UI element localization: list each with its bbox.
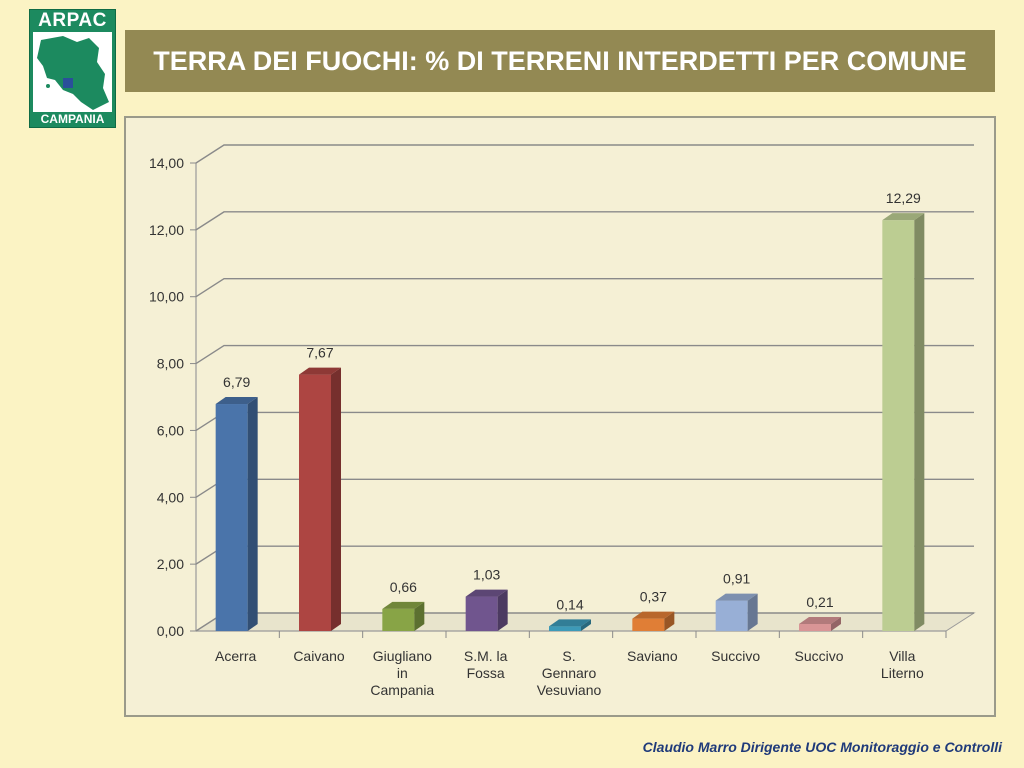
x-tick-label-line: Gennaro	[542, 665, 597, 681]
y-tick-label: 10,00	[149, 289, 184, 305]
data-label: 6,79	[223, 374, 250, 390]
bar-front	[715, 600, 748, 631]
bar-top	[882, 213, 925, 221]
bar-side	[247, 397, 258, 631]
footer-credit: Claudio Marro Dirigente UOC Monitoraggio…	[642, 739, 1002, 755]
bar-top	[799, 616, 841, 624]
y-tick-label: 12,00	[149, 222, 184, 238]
bar-front	[299, 374, 331, 631]
x-tick-label-line: Campania	[370, 682, 434, 698]
bar-front	[465, 596, 498, 631]
bar-top	[299, 367, 341, 375]
x-tick-label: Giugliano in Campania	[370, 648, 434, 698]
bar-chart: 0,00 2,00 4,00 6,00 8,00 10,00 12,00 14,00 6,79 A…	[149, 144, 976, 698]
logo-top-text: ARPAC	[38, 10, 107, 31]
arpac-logo: ARPAC CAMPANIA	[29, 9, 116, 128]
y-tick-label: 2,00	[157, 556, 184, 572]
data-label: 0,37	[640, 589, 667, 605]
gridline	[195, 278, 974, 298]
data-label: 0,66	[390, 579, 417, 595]
bar-8	[799, 616, 841, 631]
x-tick-label: Villa Literno	[881, 648, 924, 681]
campania-map-icon	[33, 32, 112, 112]
y-tick-label: 6,00	[157, 422, 184, 438]
bar-top	[382, 601, 425, 609]
bar-side	[914, 213, 925, 632]
x-tick-label: Caivano	[293, 648, 345, 664]
x-tick-label-line: Fossa	[467, 665, 505, 681]
y-tick-label: 0,00	[157, 623, 184, 639]
bar-side	[331, 367, 341, 631]
data-label: 12,29	[886, 190, 921, 206]
x-tick-label: Acerra	[215, 648, 256, 664]
chart-frame: 0,00 2,00 4,00 6,00 8,00 10,00 12,00 14,00 6,79 A…	[124, 116, 996, 717]
x-tick-label-line: Acerra	[215, 648, 256, 664]
bar-top	[465, 589, 508, 597]
x-tick-label: S.M. la Fossa	[464, 648, 508, 681]
bar-4	[465, 589, 508, 631]
data-label: 0,91	[723, 571, 750, 587]
page-title: TERRA DEI FUOCHI: % DI TERRENI INTERDETT…	[153, 45, 967, 76]
y-tick-label: 8,00	[157, 356, 184, 372]
bar-7	[715, 593, 758, 631]
bar-front	[215, 404, 248, 631]
bar-front	[549, 626, 581, 631]
y-tick-label: 14,00	[149, 155, 184, 171]
x-tick-label-line: Vesuviano	[537, 682, 602, 698]
title-bar: TERRA DEI FUOCHI: % DI TERRENI INTERDETT…	[125, 30, 995, 92]
bar-9	[882, 213, 925, 632]
x-tick-label-line: Succivo	[794, 648, 843, 664]
x-tick-label: Succivo	[794, 648, 843, 664]
x-tick-label-line: S.	[562, 648, 575, 664]
bar-front	[799, 623, 831, 631]
data-label: 1,03	[473, 567, 500, 583]
bar-top	[715, 593, 758, 601]
gridline	[195, 144, 974, 164]
bar-side	[497, 589, 508, 631]
bar-side	[664, 611, 675, 631]
bar-6	[632, 611, 675, 631]
y-tick-label: 4,00	[157, 489, 184, 505]
bar-side	[747, 593, 758, 631]
logo-bottom-text: CAMPANIA	[40, 112, 105, 126]
x-tick-label-line: Saviano	[627, 648, 678, 664]
bar-side	[414, 601, 425, 631]
x-tick-label-line: Caivano	[293, 648, 345, 664]
bar-1	[215, 397, 258, 631]
x-tick-label-line: Giugliano	[373, 648, 432, 664]
bar-3	[382, 601, 425, 631]
bar-front	[632, 618, 665, 631]
data-label: 7,67	[306, 345, 333, 361]
bar-side	[831, 616, 841, 631]
data-label: 0,14	[556, 596, 583, 612]
x-tick-label-line: Villa	[889, 648, 915, 664]
x-tick-label-line: in	[397, 665, 408, 681]
bar-top	[632, 611, 675, 619]
data-label: 0,21	[806, 594, 833, 610]
bar-side	[581, 619, 591, 631]
bar-front	[882, 220, 915, 632]
bar-2	[299, 367, 341, 631]
bar-top	[215, 397, 258, 405]
x-tick-label: Succivo	[711, 648, 760, 664]
gridline	[195, 211, 974, 231]
gridline	[195, 344, 974, 365]
x-tick-label: S. Gennaro Vesuviano	[537, 648, 602, 698]
x-tick-label: Saviano	[627, 648, 678, 664]
x-tick-label-line: Literno	[881, 665, 924, 681]
bar-5	[549, 619, 591, 631]
x-tick-label-line: S.M. la	[464, 648, 508, 664]
bar-top	[549, 619, 591, 627]
bar-front	[382, 608, 415, 631]
x-tick-label-line: Succivo	[711, 648, 760, 664]
